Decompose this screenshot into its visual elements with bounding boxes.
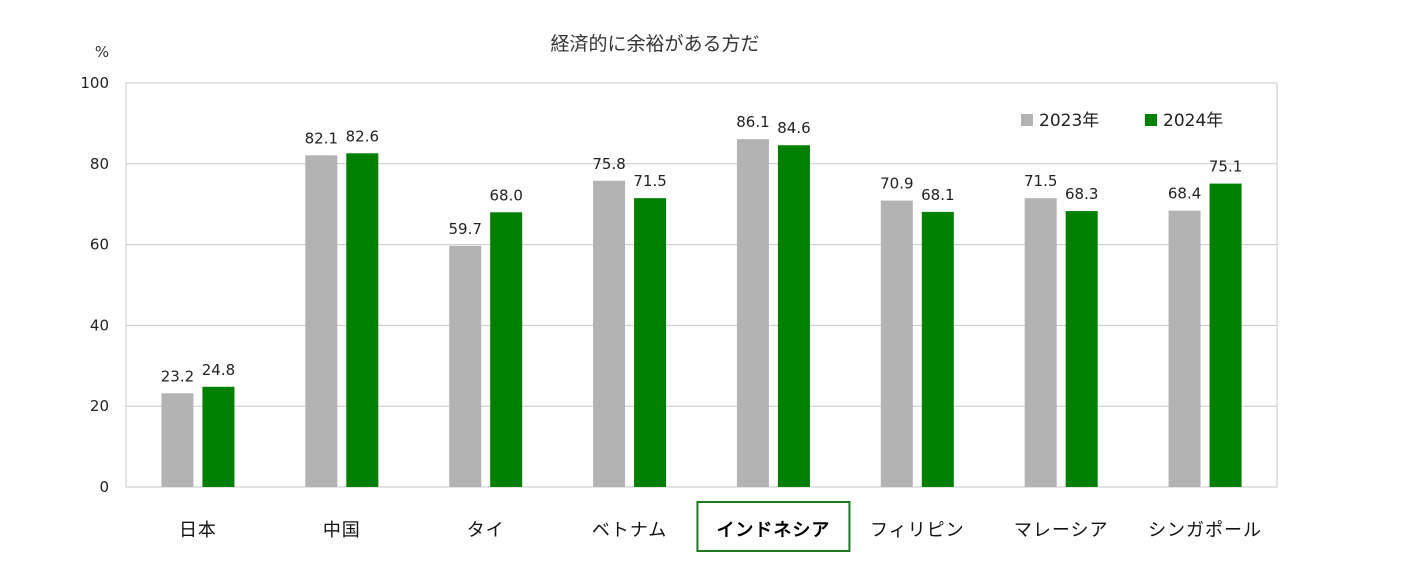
bar <box>777 145 810 487</box>
data-label: 68.1 <box>921 186 954 204</box>
bar <box>634 198 667 487</box>
bar <box>202 386 235 487</box>
data-label: 82.1 <box>305 129 338 147</box>
bar <box>1024 198 1057 487</box>
x-category-label: フィリピン <box>870 520 965 541</box>
x-category-label: マレーシア <box>1014 520 1109 541</box>
bar <box>1209 183 1242 487</box>
data-label: 86.1 <box>736 113 769 131</box>
bar <box>1065 211 1098 487</box>
bar <box>490 212 523 487</box>
data-label: 82.6 <box>346 127 379 145</box>
data-label: 75.1 <box>1209 158 1242 176</box>
legend-swatch <box>1145 114 1157 126</box>
y-tick-label: 60 <box>90 236 109 254</box>
y-axis-unit: % <box>95 43 109 61</box>
data-label: 70.9 <box>880 175 913 193</box>
x-category-label: 日本 <box>179 520 217 541</box>
x-category-label: 中国 <box>323 520 361 541</box>
legend-label: 2023年 <box>1039 111 1099 131</box>
data-label: 59.7 <box>448 220 481 238</box>
data-label: 75.8 <box>592 155 625 173</box>
y-tick-label: 0 <box>99 478 109 496</box>
legend: 2023年 2024年 <box>1021 111 1223 131</box>
data-label: 71.5 <box>633 172 666 190</box>
bar <box>161 393 194 487</box>
x-category-label: タイ <box>467 520 505 541</box>
data-label: 71.5 <box>1024 172 1057 190</box>
gridlines <box>126 163 1277 407</box>
data-label: 68.3 <box>1065 185 1098 203</box>
bar <box>449 245 482 487</box>
bar <box>346 153 379 487</box>
x-category-label: シンガポール <box>1148 520 1262 541</box>
data-label: 68.0 <box>489 186 522 204</box>
data-label: 84.6 <box>777 119 810 137</box>
y-tick-label: 100 <box>80 74 109 92</box>
y-tick-label: 40 <box>90 316 109 334</box>
bar <box>1168 210 1201 487</box>
chart-title: 経済的に余裕がある方だ <box>550 33 759 55</box>
x-category-label: ベトナム <box>592 520 667 541</box>
legend-label: 2024年 <box>1163 111 1223 131</box>
bars <box>161 139 1242 488</box>
data-label: 23.2 <box>161 367 194 385</box>
legend-swatch <box>1021 114 1033 126</box>
y-axis-ticks: 0 20 40 60 80 100 <box>80 74 109 496</box>
bar <box>921 211 954 487</box>
bar <box>305 155 338 488</box>
x-axis-categories: 日本 中国 タイ ベトナム インドネシア フィリピン マレーシア シンガポール <box>179 501 1262 552</box>
plot-area <box>125 82 1278 488</box>
y-tick-label: 20 <box>90 397 109 415</box>
bar <box>736 139 769 487</box>
data-labels: 23.2 24.8 82.1 82.6 59.7 68.0 75.8 71.5 86.1 84.6… <box>161 113 1243 385</box>
data-label: 24.8 <box>202 361 235 379</box>
bar <box>593 180 626 487</box>
y-tick-label: 80 <box>90 155 109 173</box>
highlight-box <box>696 501 851 552</box>
data-label: 68.4 <box>1168 185 1201 203</box>
x-category-label: インドネシア <box>716 520 830 541</box>
bar <box>880 200 913 487</box>
